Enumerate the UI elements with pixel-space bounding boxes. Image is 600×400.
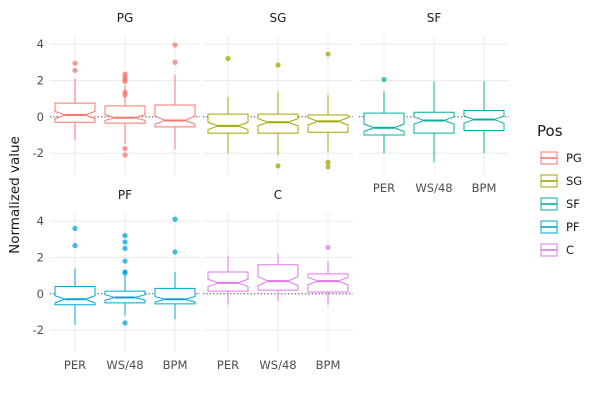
legend-entry-pf: PF <box>540 220 580 234</box>
outlier-point <box>122 320 128 326</box>
outlier-point <box>122 78 128 84</box>
outlier-point <box>275 163 281 169</box>
box-pf-bpm <box>154 216 196 320</box>
box-sf-bpm <box>463 81 505 154</box>
outlier-point <box>122 258 128 264</box>
box-c-ws48 <box>257 253 299 302</box>
box-sg-per <box>207 56 249 154</box>
y-tick-label: 0 <box>37 110 44 124</box>
box-c-per <box>207 255 249 305</box>
outlier-point <box>122 245 128 251</box>
box-pf-ws48 <box>104 233 146 326</box>
x-tick-label: BPM <box>472 181 497 195</box>
notched-box <box>257 264 299 291</box>
outlier-point <box>122 92 128 98</box>
box-pg-per <box>54 60 96 141</box>
facet-label: PG <box>117 11 134 25</box>
panel-sf: SF PER WS/48 BPM <box>359 11 509 195</box>
panel-sg: SG <box>203 11 353 175</box>
outlier-point <box>172 249 178 255</box>
y-tick-label: 2 <box>37 73 44 87</box>
outlier-point <box>122 152 128 158</box>
outlier-point <box>72 243 78 249</box>
legend-title: Pos <box>537 122 563 140</box>
box-pf-per <box>54 225 96 325</box>
y-axis-label: Normalized value <box>7 136 23 254</box>
box-pg-ws48 <box>104 71 146 158</box>
outlier-point <box>381 76 387 83</box>
y-tick-label: 4 <box>37 214 44 228</box>
outlier-point <box>225 56 231 62</box>
panel-pf: PF -2 0 2 4 PER WS/48 BPM <box>33 188 200 372</box>
legend-label: SG <box>566 174 582 188</box>
box-pg-bpm <box>154 42 196 150</box>
outlier-point <box>122 233 128 239</box>
facet-label: C <box>274 188 282 202</box>
legend-entry-sg: SG <box>540 174 582 188</box>
box-sf-ws48 <box>413 81 455 163</box>
notched-box <box>307 273 349 293</box>
outlier-point <box>325 159 331 165</box>
legend-label: PF <box>566 220 580 234</box>
outlier-point <box>72 225 78 231</box>
outlier-point <box>72 60 78 66</box>
x-tick-label: PER <box>373 181 395 195</box>
panel-pg: PG -2 0 2 4 <box>33 11 200 175</box>
outlier-point <box>122 270 128 276</box>
outlier-point <box>72 67 78 74</box>
x-tick-label: WS/48 <box>259 358 296 372</box>
legend-entry-c: C <box>540 243 574 257</box>
outlier-point <box>325 164 331 170</box>
y-tick-label: 0 <box>37 287 44 301</box>
facet-label: SF <box>427 11 442 25</box>
notched-box <box>363 112 405 136</box>
notched-box <box>54 286 96 306</box>
legend-entry-sf: SF <box>540 197 580 211</box>
notched-box <box>154 104 196 128</box>
x-tick-label: BPM <box>163 358 188 372</box>
notched-box <box>207 271 249 292</box>
x-tick-label: BPM <box>316 358 341 372</box>
notched-box <box>54 102 96 123</box>
outlier-point <box>172 42 178 48</box>
legend-label: PG <box>566 151 582 165</box>
notched-box <box>207 113 249 134</box>
legend-entry-pg: PG <box>540 151 582 165</box>
box-sf-per <box>363 76 405 154</box>
notched-box <box>104 105 146 124</box>
legend-label: SF <box>566 197 580 211</box>
y-tick-label: 4 <box>37 37 44 51</box>
y-tick-label: 2 <box>37 250 44 264</box>
x-tick-label: PER <box>64 358 86 372</box>
y-tick-label: -2 <box>33 146 44 160</box>
legend: PG SG SF PF C <box>540 151 582 257</box>
box-sg-bpm <box>307 51 349 170</box>
outlier-point <box>325 51 331 57</box>
box-c-bpm <box>307 244 349 305</box>
x-tick-label: WS/48 <box>106 358 143 372</box>
notched-box <box>307 114 349 133</box>
notched-box <box>257 113 299 134</box>
panel-c: C PER WS/48 BPM <box>203 188 353 372</box>
outlier-point <box>122 146 128 152</box>
outlier-point <box>275 62 281 68</box>
facet-label: SG <box>270 11 287 25</box>
outlier-point <box>172 216 178 222</box>
y-tick-label: -2 <box>33 323 44 337</box>
box-sg-ws48 <box>257 62 299 169</box>
notched-box <box>413 111 455 134</box>
notched-box <box>154 287 196 305</box>
outlier-point <box>325 244 331 251</box>
x-tick-label: WS/48 <box>415 181 452 195</box>
outlier-point <box>122 239 128 245</box>
facet-label: PF <box>118 188 132 202</box>
outlier-point <box>172 59 178 65</box>
legend-label: C <box>566 243 574 257</box>
x-tick-label: PER <box>217 358 239 372</box>
